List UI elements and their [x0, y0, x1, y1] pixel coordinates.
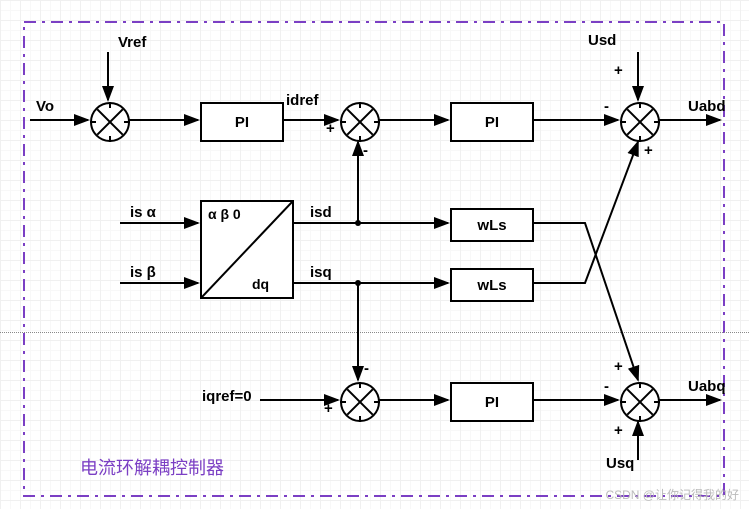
- label-idref: idref: [286, 92, 319, 109]
- summer-idref-isd: [340, 102, 380, 142]
- wls-block-1: wLs: [450, 208, 534, 242]
- label-is-beta: is β: [130, 264, 156, 281]
- sign-sum2-left: +: [326, 120, 335, 137]
- sign-sum5-left: -: [604, 378, 609, 395]
- diagram-canvas: PI PI wLs wLs PI α β 0 dq Vref Vo idref …: [0, 0, 749, 509]
- outer-border: [0, 0, 749, 509]
- label-uabq: Uabq: [688, 378, 726, 395]
- alpha-beta-dq-block: α β 0 dq: [200, 200, 294, 299]
- summer-d-output: [620, 102, 660, 142]
- sign-sum5-top: +: [614, 358, 623, 375]
- dq-label: dq: [252, 276, 269, 292]
- sign-sum2-bottom: -: [363, 142, 368, 159]
- dotted-separator: [0, 332, 749, 333]
- label-isd: isd: [310, 204, 332, 221]
- sign-sum3-top: +: [614, 62, 623, 79]
- label-isq: isq: [310, 264, 332, 281]
- pi-block-1: PI: [200, 102, 284, 142]
- summer-vo-vref: [90, 102, 130, 142]
- label-vo: Vo: [36, 98, 54, 115]
- sign-sum4-top: -: [364, 360, 369, 377]
- summer-iqref-isq: [340, 382, 380, 422]
- label-usq: Usq: [606, 455, 634, 472]
- summer-q-output: [620, 382, 660, 422]
- label-usd: Usd: [588, 32, 616, 49]
- label-uabd: Uabd: [688, 98, 726, 115]
- label-vref: Vref: [118, 34, 146, 51]
- label-is-alpha: is α: [130, 204, 156, 221]
- sign-sum5-bottom: +: [614, 422, 623, 439]
- alpha-beta-label: α β 0: [208, 206, 241, 222]
- wls-block-2: wLs: [450, 268, 534, 302]
- sign-sum3-bottom: +: [644, 142, 653, 159]
- label-iqref: iqref=0: [202, 388, 252, 405]
- sign-sum4-left: +: [324, 400, 333, 417]
- sign-sum3-left: -: [604, 98, 609, 115]
- pi-block-2: PI: [450, 102, 534, 142]
- wires: [0, 0, 749, 509]
- watermark: CSDN @让你记得我的好: [605, 486, 739, 503]
- pi-block-3: PI: [450, 382, 534, 422]
- diagram-title: 电流环解耦控制器: [80, 454, 224, 480]
